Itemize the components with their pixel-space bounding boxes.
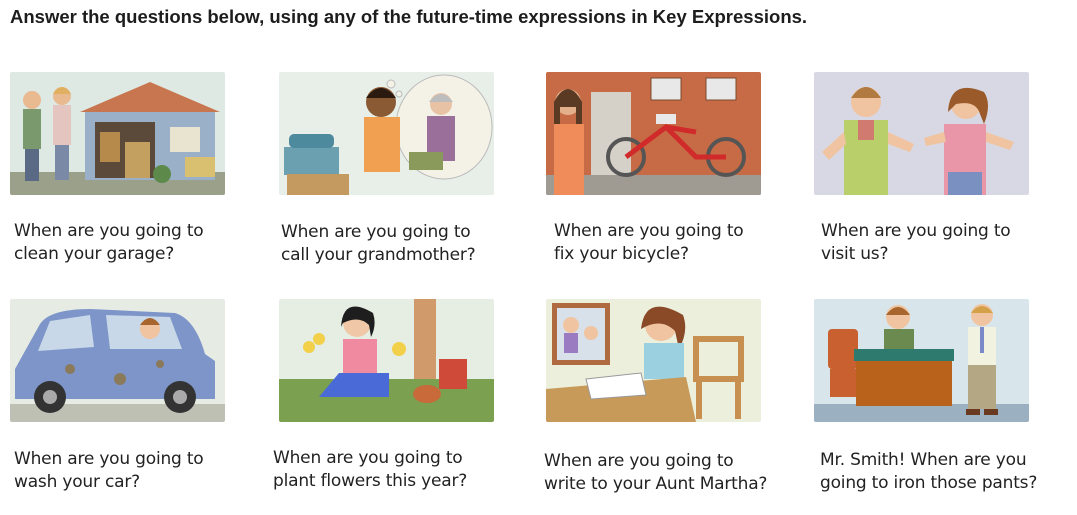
letter-writing-scene-illustration <box>546 299 761 422</box>
question-caption: When are you going to wash your car? <box>14 449 204 492</box>
question-caption: When are you going to visit us? <box>821 221 1011 264</box>
garage-scene-illustration <box>10 72 225 195</box>
office-scene-illustration <box>814 299 1029 422</box>
dirty-car-scene-illustration <box>10 299 225 422</box>
grandmother-call-scene-illustration <box>279 72 494 195</box>
question-caption: Mr. Smith! When are you going to iron tho… <box>820 450 1038 493</box>
question-caption: When are you going to fix your bicycle? <box>554 221 744 264</box>
bicycle-repair-scene-illustration <box>546 72 761 195</box>
visiting-couple-scene-illustration <box>814 72 1029 195</box>
question-caption: When are you going to write to your Aunt … <box>544 451 768 494</box>
question-caption: When are you going to plant flowers this … <box>273 448 468 491</box>
question-caption: When are you going to call your grandmoth… <box>281 222 476 265</box>
gardening-scene-illustration <box>279 299 494 422</box>
question-caption: When are you going to clean your garage? <box>14 221 204 264</box>
instruction-heading: Answer the questions below, using any of… <box>10 6 808 27</box>
